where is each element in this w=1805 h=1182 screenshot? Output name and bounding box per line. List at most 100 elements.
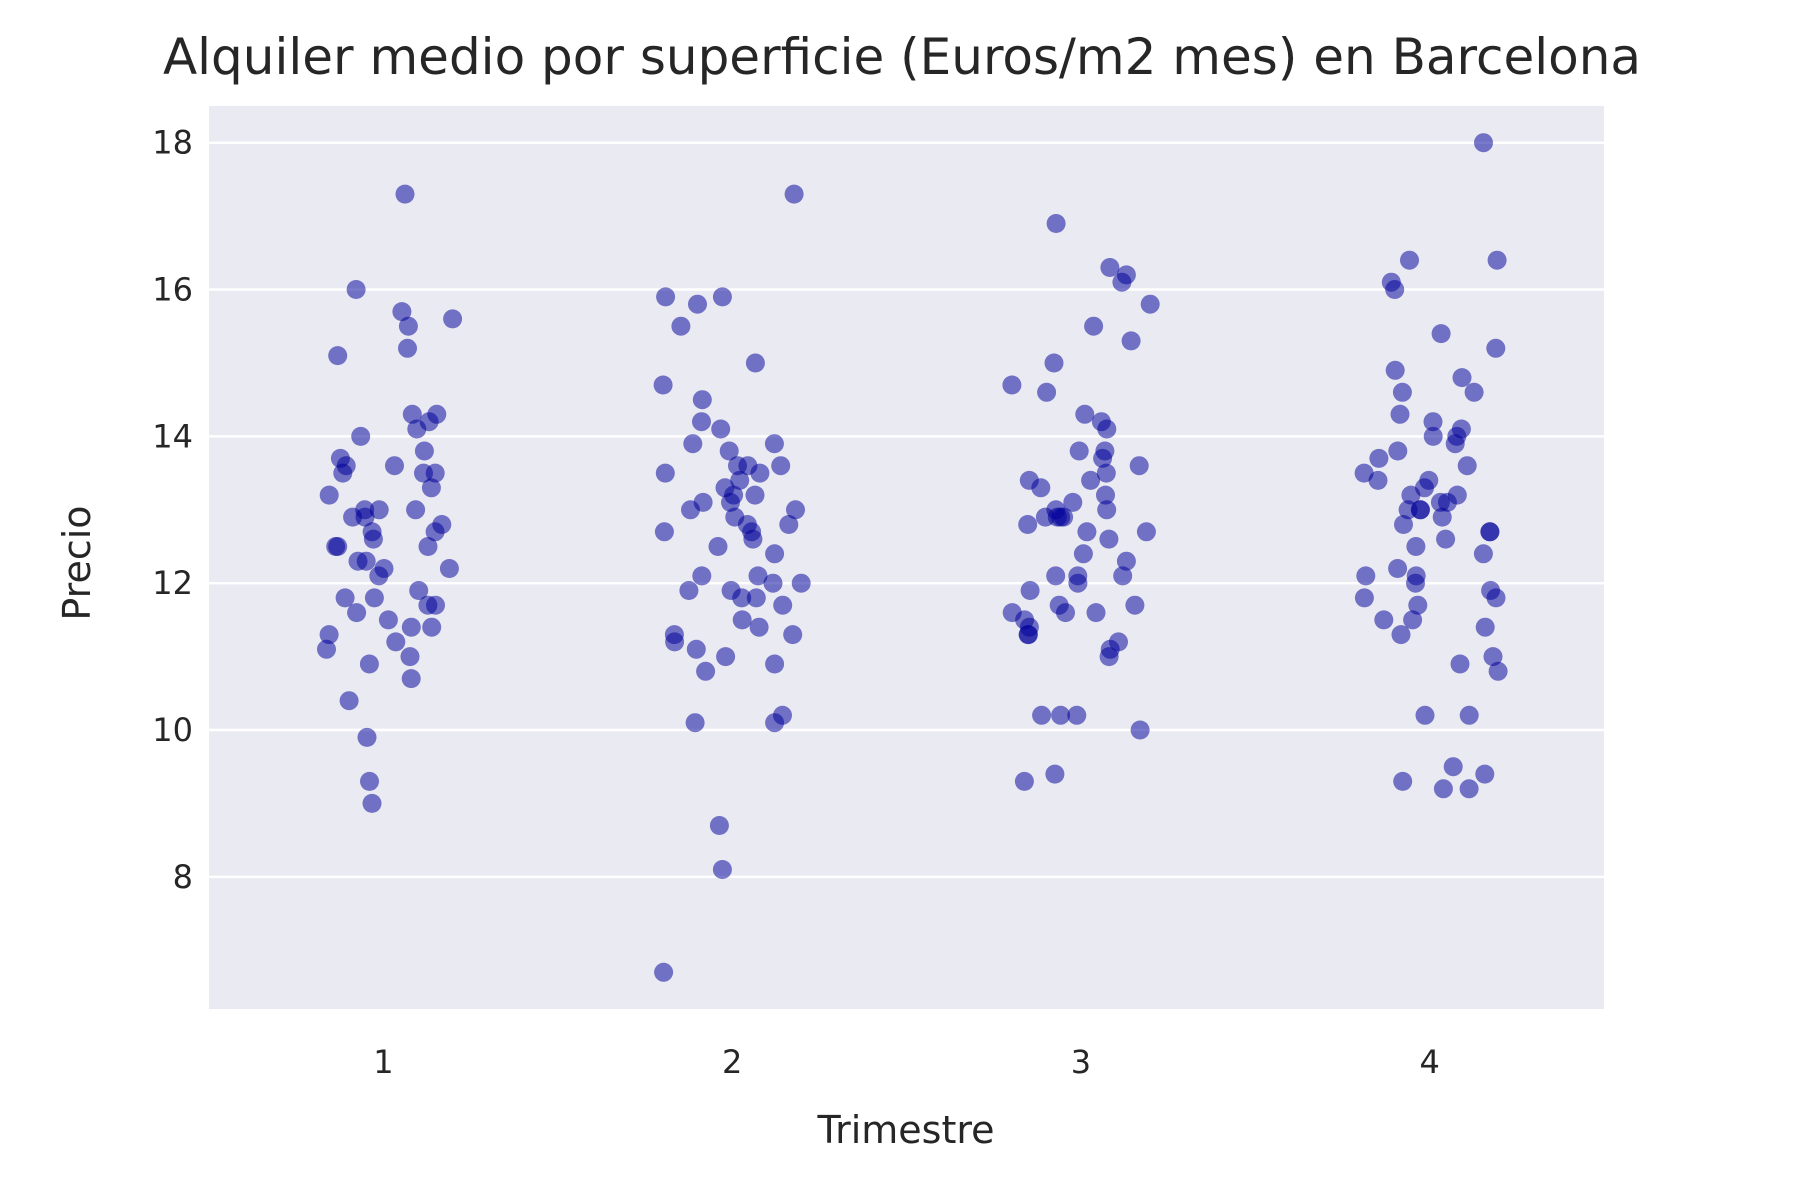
y-tick-label: 16: [152, 271, 193, 309]
data-point: [409, 581, 429, 600]
data-point: [708, 537, 728, 556]
data-point: [1406, 537, 1426, 556]
data-point: [425, 463, 445, 483]
data-point: [1410, 500, 1430, 520]
data-point: [1403, 610, 1423, 630]
data-point: [1430, 492, 1450, 512]
data-point: [1031, 478, 1051, 498]
data-point: [1096, 463, 1116, 483]
data-point: [771, 456, 791, 476]
data-point: [1099, 647, 1119, 667]
data-point: [1431, 324, 1451, 344]
data-point: [712, 287, 732, 307]
data-point: [765, 654, 785, 674]
data-point: [1081, 470, 1101, 490]
data-point: [369, 566, 389, 586]
data-point: [1068, 573, 1088, 593]
data-point: [763, 573, 783, 593]
data-point: [1415, 705, 1435, 725]
y-tick-label: 8: [173, 858, 193, 896]
data-point: [1406, 573, 1425, 593]
data-point: [1450, 654, 1470, 674]
data-point: [386, 632, 406, 652]
data-point: [711, 419, 731, 439]
data-point: [1445, 434, 1465, 454]
y-tick-label: 14: [152, 417, 193, 455]
data-point: [362, 793, 382, 813]
data-point: [748, 566, 768, 586]
data-point: [1129, 456, 1149, 476]
data-point: [1047, 507, 1067, 527]
data-point: [363, 529, 383, 549]
data-point: [709, 816, 729, 835]
data-point: [1075, 404, 1095, 424]
data-point: [696, 661, 716, 681]
data-point: [786, 500, 805, 520]
data-point: [1433, 779, 1453, 799]
x-tick-label-3: 3: [1071, 1043, 1091, 1081]
data-point: [1388, 559, 1408, 578]
data-point: [319, 625, 339, 645]
data-point: [1475, 764, 1495, 784]
data-point: [692, 390, 712, 410]
data-point: [385, 456, 404, 476]
data-point: [360, 771, 379, 791]
data-point: [1136, 522, 1156, 542]
data-point: [1393, 771, 1413, 791]
data-point: [1391, 625, 1411, 645]
data-point: [1112, 272, 1132, 292]
data-point: [1097, 500, 1117, 520]
data-point: [730, 470, 750, 490]
data-point: [407, 419, 427, 439]
y-axis-label: Precio: [55, 505, 99, 620]
data-point: [1354, 588, 1374, 608]
data-point: [1474, 133, 1493, 153]
data-point: [1099, 529, 1119, 549]
y-tick-label: 18: [152, 124, 193, 162]
data-point: [421, 478, 441, 498]
data-point: [1423, 426, 1443, 446]
data-point: [369, 500, 389, 520]
data-point: [1140, 294, 1160, 314]
data-point: [1032, 705, 1052, 725]
data-point: [1086, 603, 1106, 623]
data-point: [1459, 705, 1479, 725]
data-point: [685, 713, 705, 733]
x-tick-label-4: 4: [1419, 1043, 1439, 1081]
data-point: [1400, 250, 1419, 270]
data-point: [398, 338, 417, 358]
data-point: [655, 463, 675, 483]
data-point: [749, 617, 769, 637]
data-point: [1394, 515, 1413, 534]
data-point: [679, 581, 699, 600]
data-point: [1486, 588, 1506, 608]
data-point: [784, 184, 804, 204]
data-point: [347, 603, 367, 623]
data-point: [1356, 566, 1376, 586]
data-point: [1483, 647, 1503, 667]
data-point: [1487, 250, 1507, 270]
data-point: [1116, 551, 1136, 571]
data-point: [1464, 382, 1484, 402]
data-point: [1475, 617, 1495, 637]
y-axis-ticks: 8 10 12 14 16 18: [152, 124, 193, 896]
data-point: [1459, 779, 1479, 799]
data-point: [319, 485, 339, 505]
data-point: [1392, 382, 1412, 402]
data-point: [418, 537, 438, 556]
data-point: [1056, 603, 1075, 623]
data-point: [654, 962, 674, 982]
data-point: [378, 610, 398, 630]
data-point: [1443, 757, 1463, 777]
data-point: [1113, 566, 1133, 586]
data-point: [671, 316, 691, 336]
data-points: [317, 133, 1508, 982]
data-point: [1121, 331, 1141, 351]
data-point: [1473, 544, 1493, 564]
data-point: [1096, 485, 1115, 505]
data-point: [764, 434, 784, 454]
data-point: [1125, 595, 1145, 615]
data-point: [1385, 280, 1405, 299]
data-point: [326, 537, 346, 556]
